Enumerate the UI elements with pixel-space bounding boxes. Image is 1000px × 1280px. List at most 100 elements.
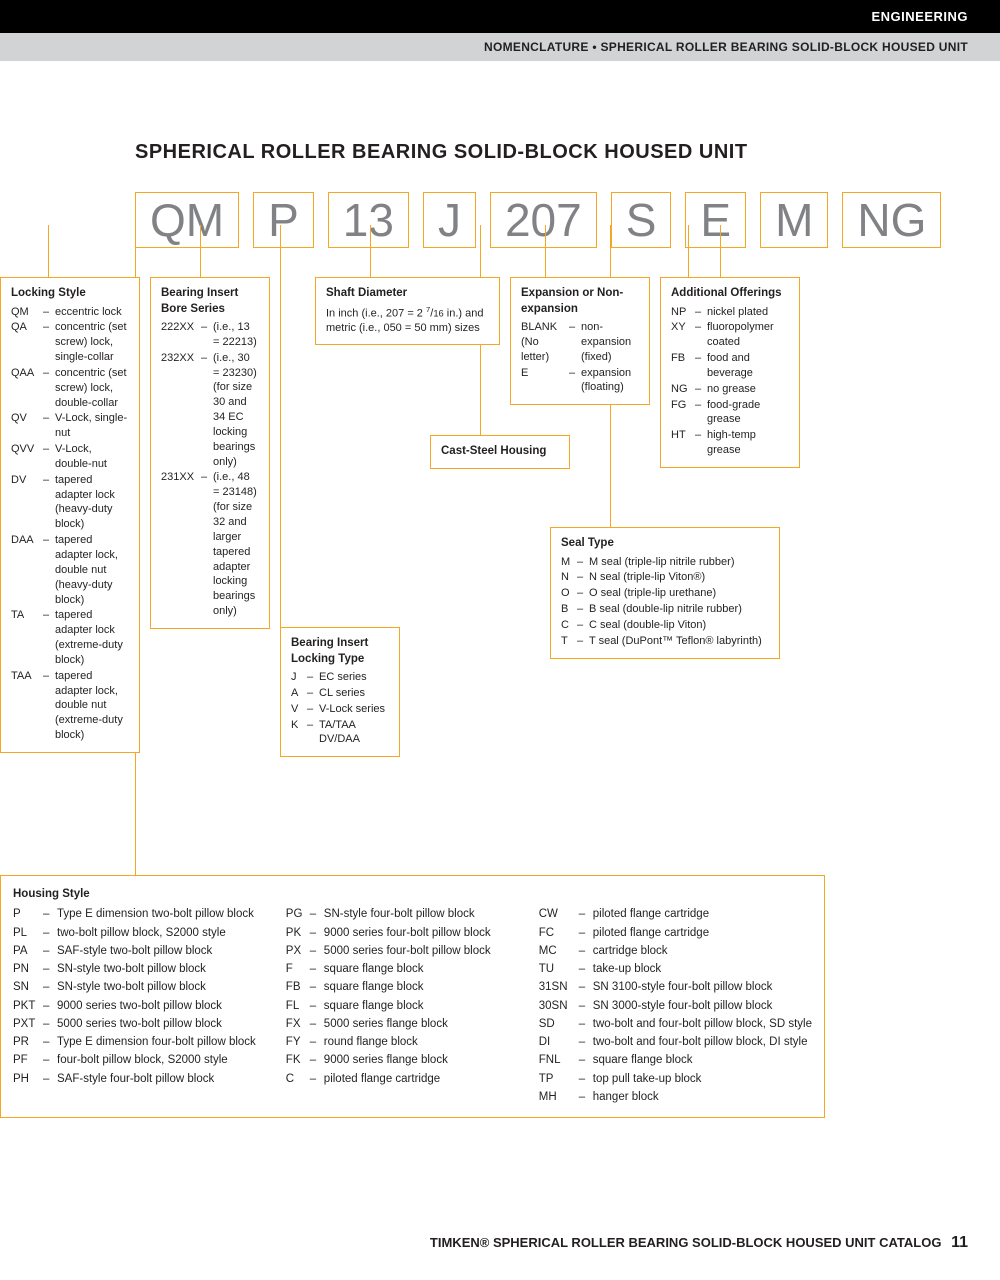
housing-row: PKT–9000 series two-bolt pillow block — [13, 998, 256, 1015]
header-category: ENGINEERING — [871, 9, 968, 24]
housing-row: CW–piloted flange cartridge — [539, 906, 812, 923]
desc-row: O–O seal (triple-lip urethane) — [561, 586, 769, 601]
desc-row: V–V-Lock series — [291, 702, 389, 717]
desc-row: QAA–concentric (set screw) lock, double-… — [11, 366, 129, 411]
desc-row: TA–tapered adapter lock (extreme-duty bl… — [11, 608, 129, 667]
content-area: SPHERICAL ROLLER BEARING SOLID-BLOCK HOU… — [0, 61, 1000, 248]
housing-row: FY–round flange block — [286, 1034, 509, 1051]
housing-row: FNL–square flange block — [539, 1052, 812, 1069]
housing-row: SD–two-bolt and four-bolt pillow block, … — [539, 1016, 812, 1033]
desc-row: FG–food-grade grease — [671, 398, 789, 428]
housing-row: 30SN–SN 3000-style four-bolt pillow bloc… — [539, 998, 812, 1015]
desc-row: QV–V-Lock, single-nut — [11, 411, 129, 441]
connector — [370, 225, 371, 277]
housing-row: FB–square flange block — [286, 979, 509, 996]
code-segment-4: 207 — [490, 192, 597, 248]
code-segment-2: 13 — [328, 192, 409, 248]
desc-row: C–C seal (double-lip Viton) — [561, 618, 769, 633]
page-title: SPHERICAL ROLLER BEARING SOLID-BLOCK HOU… — [135, 141, 970, 164]
housing-row: SN–SN-style two-bolt pillow block — [13, 979, 256, 996]
housing-row: PL–two-bolt pillow block, S2000 style — [13, 925, 256, 942]
desc-row: TAA–tapered adapter lock, double nut (ex… — [11, 669, 129, 743]
offerings-title: Additional Offerings — [671, 286, 789, 302]
housing-row: PR–Type E dimension four-bolt pillow blo… — [13, 1034, 256, 1051]
footer-text: TIMKEN® SPHERICAL ROLLER BEARING SOLID-B… — [430, 1235, 942, 1250]
expansion-box: Expansion or Non-expansion BLANK(Nolette… — [510, 277, 650, 405]
housing-row: FC–piloted flange cartridge — [539, 925, 812, 942]
desc-row: HT–high-temp grease — [671, 428, 789, 458]
desc-row: FB–food and beverage — [671, 351, 789, 381]
housing-style-title: Housing Style — [13, 886, 812, 903]
housing-row: TU–take-up block — [539, 961, 812, 978]
desc-row: QM–eccentric lock — [11, 305, 129, 320]
housing-row: P–Type E dimension two-bolt pillow block — [13, 906, 256, 923]
code-segment-7: M — [760, 192, 828, 248]
nomenclature-code-row: QM P 13 J 207 S E M NG — [135, 192, 970, 248]
housing-row: PH–SAF-style four-bolt pillow block — [13, 1071, 256, 1088]
code-segment-1: P — [253, 192, 314, 248]
connector — [200, 225, 201, 277]
locking-type-box: Bearing Insert Locking Type J–EC seriesA… — [280, 627, 400, 757]
connector — [280, 225, 281, 627]
locking-style-box: Locking Style QM–eccentric lockQA–concen… — [0, 277, 140, 753]
desc-row: NP–nickel plated — [671, 305, 789, 320]
housing-row: PK–9000 series four-bolt pillow block — [286, 925, 509, 942]
housing-row: F–square flange block — [286, 961, 509, 978]
housing-row: PX–5000 series four-bolt pillow block — [286, 943, 509, 960]
housing-row: MC–cartridge block — [539, 943, 812, 960]
shaft-diameter-text: In inch (i.e., 207 = 2 7/16 in.) and met… — [326, 305, 489, 336]
housing-row: DI–two-bolt and four-bolt pillow block, … — [539, 1034, 812, 1051]
desc-row: 232XX–(i.e., 30 = 23230) (for size 30 an… — [161, 351, 259, 470]
housing-row: PA–SAF-style two-bolt pillow block — [13, 943, 256, 960]
desc-row: QA–concentric (set screw) lock, single-c… — [11, 320, 129, 365]
desc-row: K–TA/TAA DV/DAA — [291, 718, 389, 748]
header-black-bar: ENGINEERING — [0, 0, 1000, 33]
code-segment-3: J — [423, 192, 476, 248]
cast-steel-box: Cast-Steel Housing — [430, 435, 570, 469]
offerings-box: Additional Offerings NP–nickel platedXY–… — [660, 277, 800, 468]
desc-row: QVV–V-Lock, double-nut — [11, 442, 129, 472]
code-segment-0: QM — [135, 192, 239, 248]
header-breadcrumb: NOMENCLATURE • SPHERICAL ROLLER BEARING … — [484, 40, 968, 54]
housing-row: PXT–5000 series two-bolt pillow block — [13, 1016, 256, 1033]
connector — [48, 225, 49, 277]
housing-row: PF–four-bolt pillow block, S2000 style — [13, 1052, 256, 1069]
desc-row: T–T seal (DuPont™ Teflon® labyrinth) — [561, 634, 769, 649]
connector — [545, 225, 546, 277]
code-segment-6: E — [685, 192, 746, 248]
housing-style-box: Housing Style P–Type E dimension two-bol… — [0, 875, 825, 1118]
desc-row: DAA–tapered adapter lock, double nut (he… — [11, 533, 129, 607]
housing-col-3: CW–piloted flange cartridge FC–piloted fl… — [539, 906, 812, 1107]
code-segment-5: S — [611, 192, 672, 248]
desc-row: J–EC series — [291, 670, 389, 685]
desc-row: XY–fluoropolymer coated — [671, 320, 789, 350]
desc-row: A–CL series — [291, 686, 389, 701]
seal-type-title: Seal Type — [561, 536, 769, 552]
housing-row: 31SN–SN 3100-style four-bolt pillow bloc… — [539, 979, 812, 996]
cast-steel-title: Cast-Steel Housing — [441, 444, 559, 460]
housing-row: FX–5000 series flange block — [286, 1016, 509, 1033]
seal-type-box: Seal Type M–M seal (triple-lip nitrile r… — [550, 527, 780, 659]
desc-row: N–N seal (triple-lip Viton®) — [561, 570, 769, 585]
desc-row: DV–tapered adapter lock (heavy-duty bloc… — [11, 473, 129, 532]
bore-series-title: Bearing Insert Bore Series — [161, 286, 259, 317]
housing-col-2: PG–SN-style four-bolt pillow block PK–900… — [286, 906, 509, 1107]
shaft-diameter-title: Shaft Diameter — [326, 286, 489, 302]
desc-row: 222XX–(i.e., 13 = 22213) — [161, 320, 259, 350]
housing-row: MH–hanger block — [539, 1089, 812, 1106]
housing-row: C–piloted flange cartridge — [286, 1071, 509, 1088]
housing-row: TP–top pull take-up block — [539, 1071, 812, 1088]
bore-series-box: Bearing Insert Bore Series 222XX–(i.e., … — [150, 277, 270, 629]
housing-row: PG–SN-style four-bolt pillow block — [286, 906, 509, 923]
desc-row: M–M seal (triple-lip nitrile rubber) — [561, 555, 769, 570]
header-gray-bar: NOMENCLATURE • SPHERICAL ROLLER BEARING … — [0, 33, 1000, 61]
housing-row: FK–9000 series flange block — [286, 1052, 509, 1069]
footer-page-number: 11 — [951, 1234, 968, 1251]
locking-style-title: Locking Style — [11, 286, 129, 302]
shaft-diameter-box: Shaft Diameter In inch (i.e., 207 = 2 7/… — [315, 277, 500, 345]
page-footer: TIMKEN® SPHERICAL ROLLER BEARING SOLID-B… — [430, 1234, 968, 1252]
housing-row: FL–square flange block — [286, 998, 509, 1015]
expansion-title: Expansion or Non-expansion — [521, 286, 639, 317]
locking-type-title: Bearing Insert Locking Type — [291, 636, 389, 667]
housing-col-1: P–Type E dimension two-bolt pillow block… — [13, 906, 256, 1107]
